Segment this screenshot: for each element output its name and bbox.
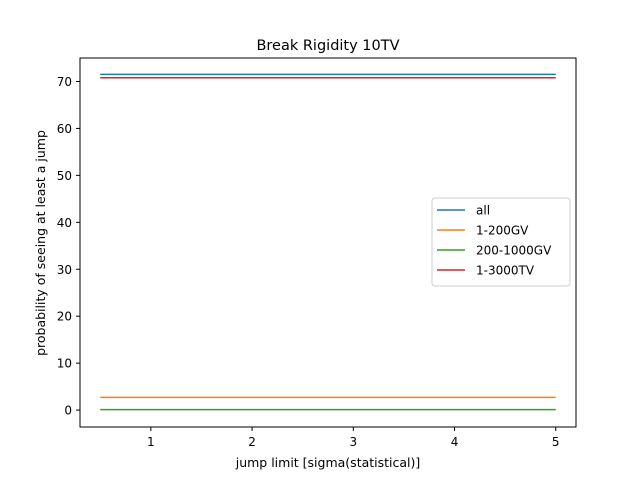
y-tick-label: 0: [64, 404, 72, 418]
y-tick-label: 60: [57, 122, 72, 136]
legend-label: 1-200GV: [476, 224, 529, 238]
y-tick-label: 30: [57, 263, 72, 277]
y-axis: 0 10 20 30 40 50 60 70: [57, 75, 80, 418]
x-axis-label: jump limit [sigma(statistical)]: [235, 455, 421, 470]
x-tick-label: 5: [552, 435, 560, 449]
plot-frame: [79, 57, 577, 428]
y-tick-label: 70: [57, 75, 72, 89]
y-tick-label: 40: [57, 216, 72, 230]
legend-label: 1-3000TV: [476, 264, 535, 278]
x-tick-label: 2: [248, 435, 256, 449]
legend-label: 200-1000GV: [476, 244, 552, 258]
y-tick-label: 10: [57, 357, 72, 371]
x-tick-label: 3: [349, 435, 357, 449]
x-tick-label: 4: [451, 435, 459, 449]
legend-label: all: [476, 204, 490, 218]
y-axis-label: probability of seeing at least a jump: [33, 130, 48, 356]
y-tick-label: 20: [57, 310, 72, 324]
series-layer: [100, 73, 556, 411]
x-tick-label: 1: [147, 435, 155, 449]
x-axis: 1 2 3 4 5: [147, 427, 560, 449]
chart-title: Break Rigidity 10TV: [256, 38, 399, 54]
y-tick-label: 50: [57, 169, 72, 183]
legend-box: [431, 197, 571, 287]
legend: all 1-200GV 200-1000GV 1-3000TV: [431, 197, 571, 287]
